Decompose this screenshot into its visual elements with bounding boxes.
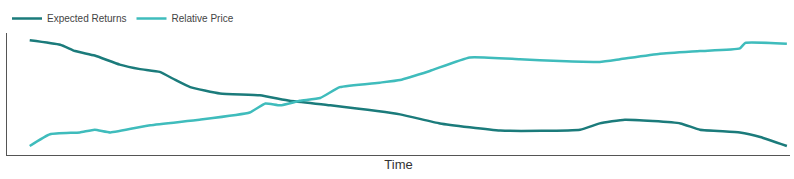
svg-text:Expected Returns: Expected Returns [47,13,127,24]
svg-text:Time: Time [384,157,412,172]
svg-text:Relative Price: Relative Price [172,13,234,24]
